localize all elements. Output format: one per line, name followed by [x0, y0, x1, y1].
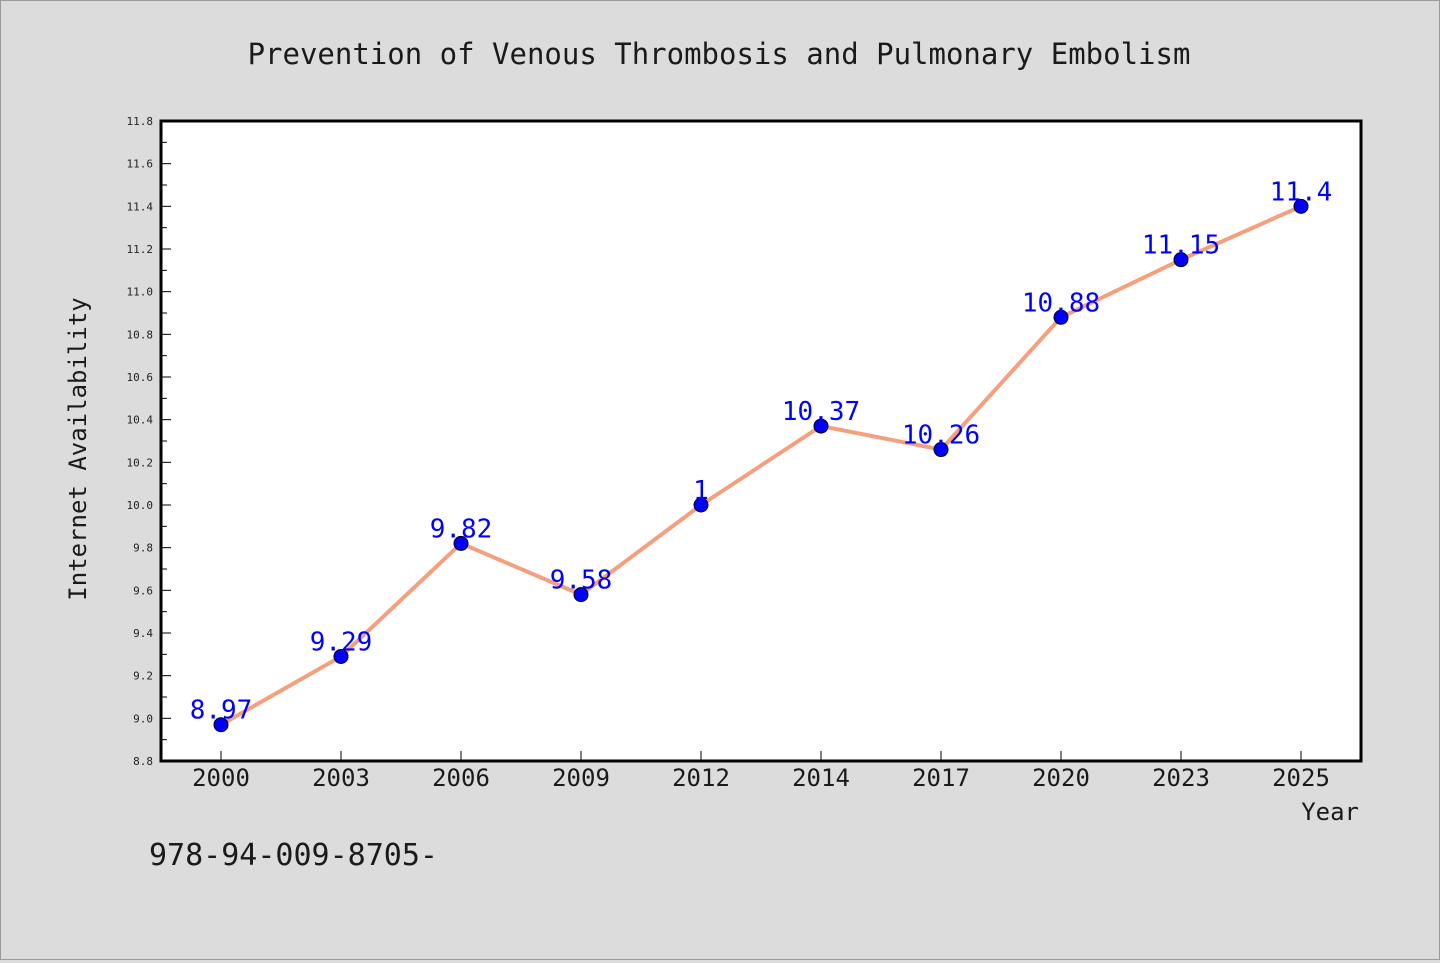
series-line — [219, 204, 1303, 727]
data-markers — [213, 198, 1309, 733]
y-tick-label: 11.0 — [127, 286, 154, 299]
y-tick-label: 9.2 — [133, 670, 153, 683]
y-tick-label: 11.4 — [127, 200, 154, 213]
y-tick-label: 9.0 — [133, 712, 153, 725]
data-label: 9.58 — [550, 566, 613, 596]
y-tick-label: 8.8 — [133, 755, 153, 768]
chart-title: Prevention of Venous Thrombosis and Pulm… — [248, 37, 1191, 71]
data-point — [1053, 309, 1069, 325]
data-label: 10.37 — [782, 397, 860, 427]
data-label: 9.82 — [430, 514, 493, 544]
x-tick-label: 2009 — [552, 764, 610, 792]
x-tick-label: 2017 — [912, 764, 970, 792]
data-point — [453, 535, 469, 551]
y-tick-label: 11.6 — [127, 158, 154, 171]
plot-area — [159, 119, 1363, 763]
x-tick-label: 2014 — [792, 764, 850, 792]
data-label: 1 — [693, 476, 709, 506]
x-axis-label: Year — [1301, 798, 1359, 826]
series-line-group — [219, 204, 1303, 727]
data-label: 11.15 — [1142, 231, 1220, 261]
x-tick-label: 2025 — [1272, 764, 1330, 792]
y-tick-label: 10.0 — [127, 499, 154, 512]
footer-code: 978-94-009-8705- — [149, 838, 438, 873]
data-labels: 8.97 9.29 9.82 9.58 1 10.37 10.26 10.88 11.15 11.… — [190, 177, 1333, 725]
data-point — [1173, 252, 1189, 268]
y-tick-label: 9.8 — [133, 542, 153, 555]
y-tick-label: 10.4 — [127, 414, 154, 427]
y-tick-label: 10.6 — [127, 371, 154, 384]
x-tick-label: 2000 — [192, 764, 250, 792]
y-tick-label: 9.6 — [133, 584, 153, 597]
data-label: 9.29 — [310, 627, 373, 657]
x-tick-label: 2006 — [432, 764, 490, 792]
data-label: 10.88 — [1022, 288, 1100, 318]
y-tick-label: 11.8 — [127, 115, 154, 128]
y-tick-label: 9.4 — [133, 627, 153, 640]
data-point — [573, 587, 589, 603]
x-axis: 2000 2003 2006 2009 2012 2014 2017 2020 2023 2025 — [192, 751, 1330, 792]
y-tick-label: 10.8 — [127, 328, 154, 341]
data-point — [933, 442, 949, 458]
data-label: 11.4 — [1270, 177, 1333, 207]
y-tick-label: 10.2 — [127, 456, 154, 469]
x-tick-label: 2003 — [312, 764, 370, 792]
x-tick-label: 2012 — [672, 764, 730, 792]
data-point — [813, 418, 829, 434]
x-tick-label: 2020 — [1032, 764, 1090, 792]
data-point — [1293, 198, 1309, 214]
data-label: 10.26 — [902, 421, 980, 451]
data-point — [693, 497, 709, 513]
data-label: 8.97 — [190, 696, 253, 726]
y-tick-label: 11.2 — [127, 243, 154, 256]
y-axis-label: Internet Availability — [64, 297, 92, 600]
data-point — [213, 717, 229, 733]
y-axis: 8.8 9.0 9.2 9.4 9.6 9.8 10.0 10.2 10.4 10.6 10.8 11… — [127, 115, 171, 768]
data-point — [333, 648, 349, 664]
x-tick-label: 2023 — [1152, 764, 1210, 792]
